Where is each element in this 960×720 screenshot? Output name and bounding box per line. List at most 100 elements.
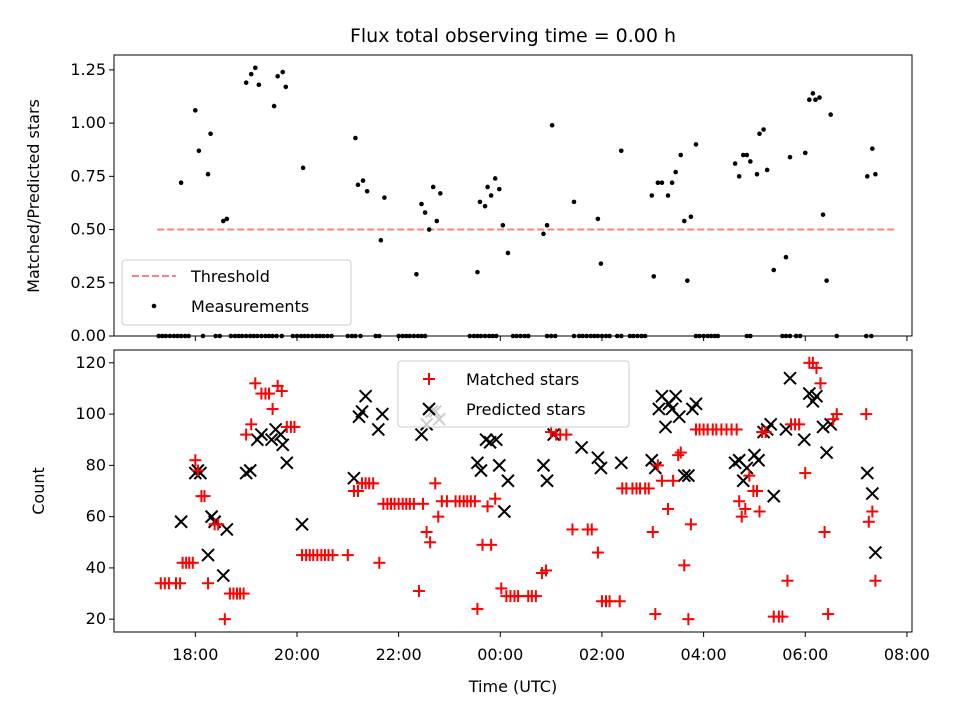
measurement-point bbox=[584, 333, 590, 339]
matched-marker bbox=[417, 497, 430, 510]
matched-marker bbox=[249, 377, 262, 390]
measurement-point bbox=[283, 84, 289, 90]
measurement-point bbox=[321, 333, 326, 339]
measurement-point bbox=[403, 333, 409, 339]
predicted-marker bbox=[254, 427, 269, 442]
matched-marker bbox=[326, 549, 339, 562]
measurement-point bbox=[478, 333, 484, 339]
count-y-axis: 20 40 60 80 100 120 bbox=[75, 353, 114, 628]
measurement-point bbox=[783, 254, 789, 260]
matched-marker bbox=[651, 459, 664, 472]
predicted-marker bbox=[809, 389, 824, 403]
predicted-marker bbox=[614, 456, 628, 470]
matched-marker bbox=[351, 485, 364, 497]
measurement-point bbox=[693, 333, 699, 339]
matched-marker bbox=[822, 608, 835, 621]
predicted-marker-stroke bbox=[216, 568, 230, 583]
predicted-marker-stroke bbox=[492, 458, 506, 473]
measurement-point bbox=[693, 142, 699, 147]
predicted-marker-stroke bbox=[594, 461, 608, 475]
predicted-marker-stroke bbox=[672, 409, 686, 424]
measurement-point bbox=[802, 150, 808, 156]
predicted-marker bbox=[648, 461, 663, 475]
count-x-tick-label: 08:00 bbox=[884, 645, 930, 664]
measurement-point bbox=[681, 218, 687, 224]
predicted-marker bbox=[652, 402, 666, 416]
measurement-point bbox=[438, 191, 443, 196]
measurement-point bbox=[163, 333, 169, 339]
measurement-point bbox=[400, 333, 406, 339]
predicted-marker-stroke bbox=[371, 422, 386, 437]
predicted-marker bbox=[358, 389, 373, 403]
count-y-tick-label: 60 bbox=[86, 507, 106, 526]
measurement-point bbox=[787, 333, 793, 339]
matched-marker bbox=[684, 518, 697, 531]
matched-marker bbox=[733, 495, 746, 508]
measurement-point bbox=[353, 135, 358, 141]
measurement-point bbox=[496, 186, 502, 192]
predicted-marker bbox=[347, 471, 361, 485]
measurement-point bbox=[159, 333, 165, 339]
predicted-marker-stroke bbox=[767, 489, 781, 503]
matched-marker bbox=[198, 490, 211, 503]
matched-marker bbox=[649, 608, 662, 621]
ratio-legend-box bbox=[121, 259, 352, 326]
matched-marker bbox=[753, 505, 766, 518]
matched-marker bbox=[266, 402, 279, 415]
predicted-marker bbox=[823, 417, 838, 432]
predicted-marker-stroke bbox=[819, 445, 834, 460]
matched-marker bbox=[240, 428, 253, 441]
measurement-point bbox=[275, 73, 280, 79]
matched-marker bbox=[191, 464, 204, 477]
measurement-point bbox=[486, 333, 492, 339]
matched-marker bbox=[869, 574, 882, 587]
predicted-marker-stroke bbox=[689, 397, 703, 411]
predicted-marker-stroke bbox=[681, 468, 696, 483]
measurement-point bbox=[482, 203, 488, 209]
measurement-point bbox=[824, 278, 829, 283]
matched-marker bbox=[540, 564, 553, 577]
predicted-marker-stroke bbox=[536, 458, 551, 473]
predicted-marker-stroke bbox=[540, 474, 554, 488]
measurement-point bbox=[522, 333, 527, 339]
measurement-point bbox=[186, 333, 192, 339]
measurement-point bbox=[493, 333, 499, 339]
matched-marker bbox=[218, 613, 231, 626]
predicted-marker-stroke bbox=[732, 453, 746, 467]
matched-marker bbox=[682, 613, 695, 626]
matched-marker bbox=[429, 477, 442, 490]
measurement-point bbox=[588, 333, 594, 339]
predicted-marker bbox=[797, 433, 811, 447]
measurement-point bbox=[744, 152, 750, 158]
measurement-point bbox=[869, 333, 874, 339]
matched-marker bbox=[814, 377, 827, 390]
measurement-point bbox=[488, 193, 494, 198]
measurement-point bbox=[514, 333, 519, 339]
measurement-point bbox=[787, 154, 793, 160]
measurement-point bbox=[360, 178, 366, 183]
count-x-tick-label: 00:00 bbox=[477, 645, 523, 664]
measurement-point bbox=[708, 333, 714, 339]
predicted-marker bbox=[280, 456, 294, 470]
predicted-marker bbox=[371, 422, 386, 437]
measurement-point bbox=[407, 333, 413, 339]
measurement-point bbox=[639, 333, 644, 339]
measurement-point bbox=[305, 333, 311, 339]
measurement-point bbox=[422, 333, 428, 339]
count-x-axis: 18:00 20:00 22:00 00:00 02:00 04:00 06:00 08:00 bbox=[172, 632, 930, 664]
threshold-legend-label: Threshold bbox=[190, 267, 270, 286]
predicted-marker-stroke bbox=[193, 466, 208, 480]
matched-marker bbox=[512, 590, 525, 603]
matched-marker bbox=[424, 536, 437, 549]
count-panel: 20 40 60 80 100 120 18:00 20:00 22:00 00:00 02:00… bbox=[29, 349, 930, 696]
matched-marker bbox=[862, 515, 875, 528]
measurement-point bbox=[232, 333, 238, 339]
predicted-marker-stroke bbox=[614, 456, 628, 470]
predicted-marker bbox=[767, 489, 781, 503]
predicted-marker bbox=[375, 407, 390, 421]
measurement-point bbox=[200, 333, 206, 339]
measurement-point bbox=[592, 333, 597, 339]
predicted-marker-stroke bbox=[823, 417, 838, 432]
matched-marker bbox=[793, 418, 806, 431]
predicted-marker bbox=[763, 417, 778, 432]
